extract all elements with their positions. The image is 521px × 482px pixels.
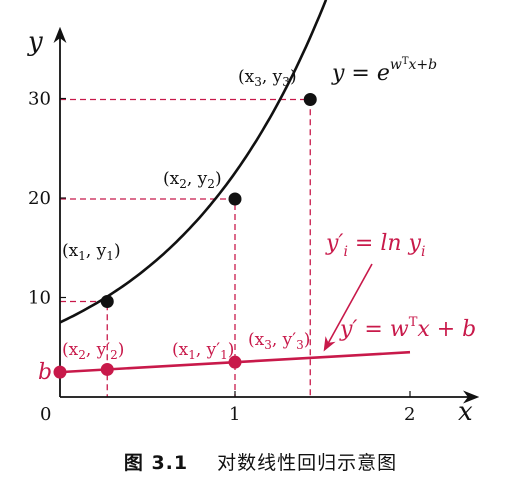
transformed-point-1 <box>53 365 67 379</box>
chart: x y 0 1 2 10 20 30 b (x1, y1) (x2, y2) (x3, y3) (x2,… <box>27 0 480 427</box>
x-axis-label: x <box>458 397 473 427</box>
exponential-curve <box>59 0 328 324</box>
y-tick-label-30: 30 <box>28 89 51 110</box>
x-tick-label-2: 2 <box>404 404 415 425</box>
x-tick-label-0: 0 <box>40 404 51 425</box>
figure-caption: 图 3.1 对数线性回归示意图 <box>0 448 521 475</box>
labels: x y 0 1 2 10 20 30 b (x1, y1) (x2, y2) (x3, y3) (x2,… <box>27 27 476 427</box>
point-label-2: (x2, y2) <box>163 169 222 191</box>
axes <box>53 26 480 404</box>
series <box>53 0 411 379</box>
data-point-1 <box>100 294 114 308</box>
line-equation-label: y′ = wTx + b <box>339 315 476 342</box>
data-point-3 <box>303 92 317 106</box>
transformed-point-label-3: (x3, y′3) <box>248 330 310 352</box>
transform-arrow <box>323 263 373 352</box>
y-axis-label: y <box>27 27 43 57</box>
data-point-2 <box>228 192 242 206</box>
y-tick-label-10: 10 <box>28 288 51 309</box>
transformed-point-2 <box>100 362 114 376</box>
transformed-point-label-2: (x1, y′1) <box>172 340 234 362</box>
x-tick-label-1: 1 <box>229 404 240 425</box>
point-label-3: (x3, y3) <box>238 67 297 89</box>
intercept-b-label: b <box>38 360 52 385</box>
point-label-1: (x1, y1) <box>62 241 121 263</box>
curve-equation-label: y = ewTx+b <box>331 56 437 86</box>
transformed-point-3 <box>228 355 242 369</box>
figure-title: 对数线性回归示意图 <box>217 452 398 474</box>
transform-equation-label: y′i = ln yi <box>325 231 425 260</box>
figure-number: 图 3.1 <box>123 452 189 474</box>
transformed-point-label-1: (x2, y′2) <box>62 340 124 362</box>
y-tick-label-20: 20 <box>28 188 51 209</box>
